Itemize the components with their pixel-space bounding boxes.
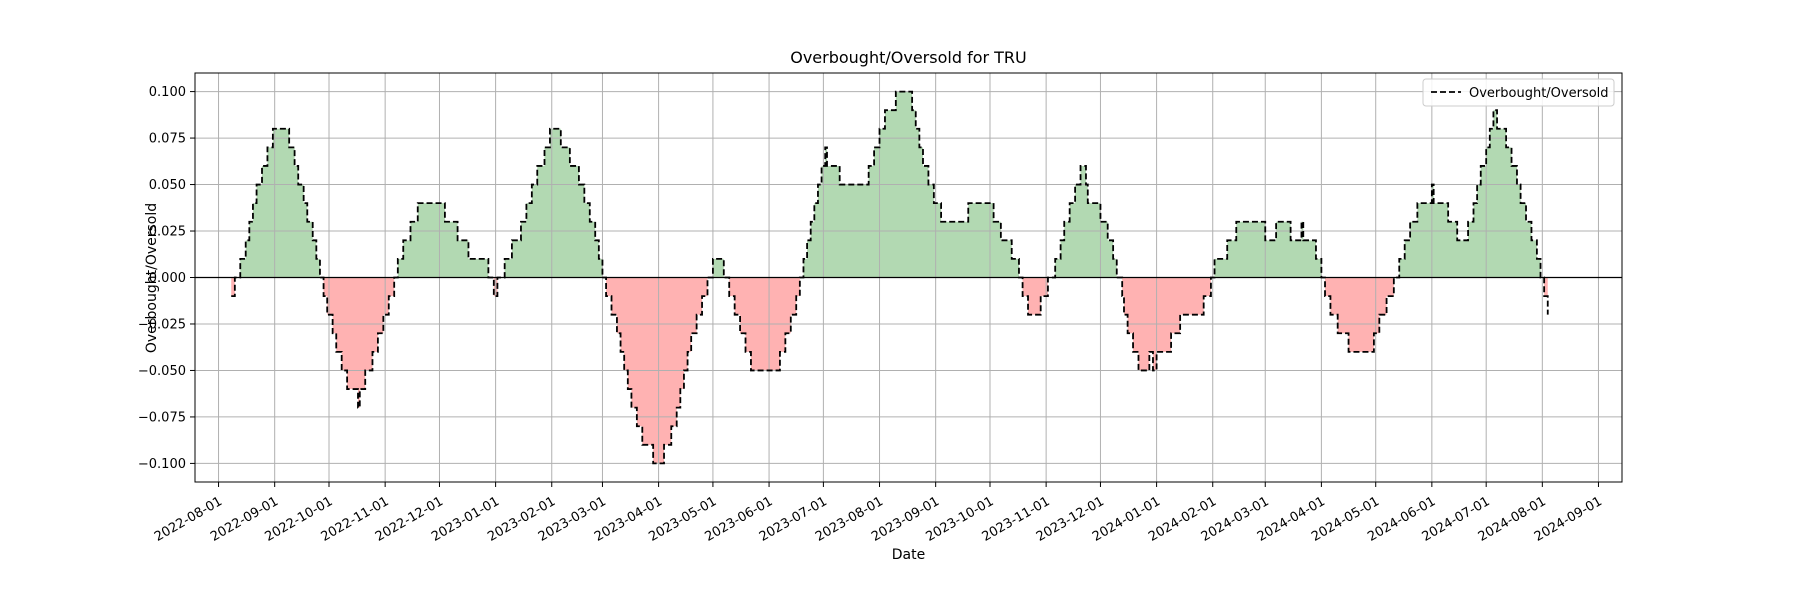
legend: Overbought/Oversold	[1422, 78, 1615, 107]
oversold-area	[231, 277, 1548, 464]
y-axis-label: Overbought/Oversold	[144, 203, 160, 353]
chart-title: Overbought/Oversold for TRU	[790, 48, 1027, 67]
y-tick-label: −0.075	[138, 410, 186, 425]
y-tick-label: −0.050	[138, 364, 186, 379]
x-axis-label: Date	[892, 547, 925, 563]
overbought-oversold-line	[231, 90, 1549, 465]
x-axis-ticks: 2022-08-012022-09-012022-10-012022-11-01…	[152, 482, 1605, 545]
y-tick-label: 0.075	[149, 132, 186, 147]
y-axis-ticks: −0.100 −0.075 −0.050 −0.025 0.000 0.025 0.050 0…	[138, 85, 195, 472]
y-tick-label: 0.100	[149, 85, 186, 100]
legend-entry: Overbought/Oversold	[1469, 86, 1609, 101]
y-tick-label: 0.025	[149, 225, 186, 240]
y-tick-label: −0.025	[138, 317, 186, 332]
y-tick-label: 0.000	[149, 271, 186, 286]
y-tick-label: 0.050	[149, 178, 186, 193]
y-tick-label: −0.100	[138, 457, 186, 472]
legend-box	[1422, 78, 1615, 107]
